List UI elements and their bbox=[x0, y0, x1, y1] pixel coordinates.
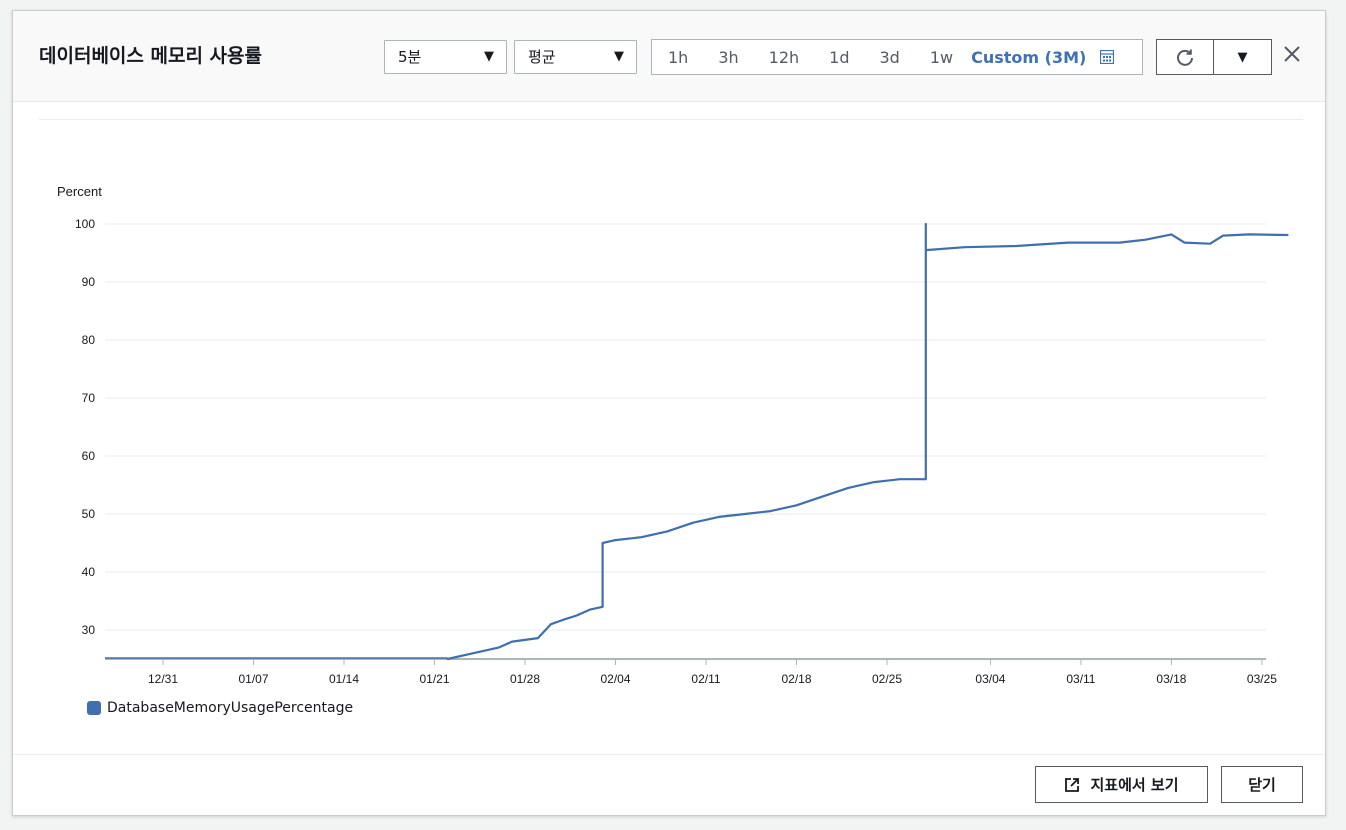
series-point bbox=[511, 640, 513, 643]
y-axis-label: Percent bbox=[57, 184, 102, 199]
close-button[interactable]: 닫기 bbox=[1221, 766, 1303, 803]
view-in-metrics-label: 지표에서 보기 bbox=[1090, 776, 1179, 794]
range-3d[interactable]: 3d bbox=[879, 47, 900, 67]
range-1h[interactable]: 1h bbox=[668, 47, 689, 67]
caret-down-icon: ▼ bbox=[614, 49, 624, 64]
range-3h[interactable]: 3h bbox=[718, 47, 739, 67]
close-icon[interactable] bbox=[1279, 41, 1305, 67]
refresh-icon bbox=[1177, 49, 1193, 66]
dialog-header: 데이터베이스 메모리 사용률 5분 ▼ 평균 ▼ 1h 3h 12h 1d 3d… bbox=[13, 11, 1325, 102]
series-point bbox=[963, 246, 966, 249]
dialog-title: 데이터베이스 메모리 사용률 bbox=[39, 45, 262, 67]
statistic-select[interactable]: 평균 ▼ bbox=[514, 40, 637, 74]
x-tick-label: 02/04 bbox=[600, 672, 630, 686]
y-tick-label: 30 bbox=[82, 623, 96, 637]
series-point bbox=[588, 608, 591, 611]
y-tick-label: 90 bbox=[82, 275, 96, 289]
series-point bbox=[769, 510, 772, 512]
series-point bbox=[1118, 241, 1121, 244]
series-point bbox=[924, 478, 927, 481]
metric-dialog: 데이터베이스 메모리 사용률 5분 ▼ 평균 ▼ 1h 3h 12h 1d 3d… bbox=[12, 10, 1326, 816]
series-point bbox=[601, 605, 604, 608]
series-point bbox=[549, 623, 552, 626]
series-point bbox=[847, 487, 850, 489]
line-chart: Percent 30 40 50 60 70 80 90 100 12/31 01/07 01/1… bbox=[57, 184, 1289, 686]
y-tick-label: 50 bbox=[82, 507, 96, 521]
refresh-options-button[interactable]: ▼ bbox=[1214, 39, 1272, 75]
series-point bbox=[1286, 234, 1289, 236]
series-point bbox=[614, 539, 617, 541]
series-point bbox=[1067, 241, 1069, 244]
chart-legend[interactable]: DatabaseMemoryUsagePercentage bbox=[87, 700, 353, 716]
series-point bbox=[601, 542, 604, 544]
series-point bbox=[640, 536, 643, 539]
x-tick-label: 02/11 bbox=[691, 672, 720, 686]
refresh-button[interactable] bbox=[1156, 39, 1214, 75]
caret-down-icon: ▼ bbox=[484, 49, 494, 64]
x-tick-label: 03/04 bbox=[975, 672, 1005, 686]
series-point bbox=[821, 495, 824, 498]
series-point bbox=[743, 513, 746, 515]
series-point bbox=[446, 658, 449, 660]
series-point bbox=[1222, 234, 1225, 237]
x-tick-label: 03/18 bbox=[1156, 672, 1186, 686]
x-tick-label: 03/11 bbox=[1066, 672, 1095, 686]
period-select-value: 5분 bbox=[398, 48, 422, 66]
series-point bbox=[537, 637, 539, 640]
series-point bbox=[924, 223, 927, 225]
series-point bbox=[1170, 233, 1173, 236]
y-tick-label: 80 bbox=[82, 333, 96, 347]
series-point bbox=[1209, 242, 1212, 245]
external-link-icon bbox=[1065, 777, 1080, 792]
x-tick-label: 01/21 bbox=[419, 672, 449, 686]
range-12h[interactable]: 12h bbox=[768, 47, 800, 67]
calendar-icon[interactable] bbox=[1100, 50, 1115, 64]
range-1d[interactable]: 1d bbox=[829, 47, 850, 67]
series-point bbox=[924, 249, 927, 252]
header-divider bbox=[39, 119, 1303, 120]
y-tick-label: 40 bbox=[82, 565, 96, 579]
x-tick-label: 01/14 bbox=[329, 672, 359, 686]
x-tick-label: 01/07 bbox=[238, 672, 268, 686]
statistic-select-value: 평균 bbox=[528, 48, 556, 66]
series-point bbox=[899, 478, 901, 481]
series-point bbox=[472, 652, 475, 655]
x-tick-label: 03/25 bbox=[1247, 672, 1277, 686]
series-point bbox=[795, 504, 798, 507]
series-point bbox=[1183, 241, 1186, 244]
legend-swatch bbox=[87, 701, 101, 715]
series-line bbox=[447, 222, 1288, 661]
series-point bbox=[562, 618, 565, 621]
range-custom[interactable]: Custom (3M) bbox=[971, 47, 1087, 67]
x-tick-label: 02/18 bbox=[781, 672, 811, 686]
view-in-metrics-button[interactable]: 지표에서 보기 bbox=[1035, 766, 1208, 803]
time-range-selector: 1h 3h 12h 1d 3d 1w Custom (3M) bbox=[651, 39, 1143, 75]
x-tick-label: 12/31 bbox=[148, 672, 178, 686]
series-point bbox=[692, 521, 694, 524]
legend-label: DatabaseMemoryUsagePercentage bbox=[107, 700, 354, 716]
period-select[interactable]: 5분 ▼ bbox=[384, 40, 507, 74]
x-tick-label: 01/28 bbox=[510, 672, 540, 686]
series-point bbox=[873, 481, 875, 483]
y-tick-label: 60 bbox=[82, 449, 96, 463]
footer-divider bbox=[13, 754, 1325, 755]
y-tick-label: 70 bbox=[82, 391, 96, 405]
series-point bbox=[498, 646, 501, 649]
series-point bbox=[718, 516, 720, 518]
close-button-label: 닫기 bbox=[1248, 776, 1276, 794]
series-point bbox=[1015, 245, 1018, 247]
series-point bbox=[666, 530, 669, 533]
series-point bbox=[1248, 233, 1250, 236]
y-tick-label: 100 bbox=[75, 217, 95, 231]
range-1w[interactable]: 1w bbox=[929, 47, 954, 67]
series-point bbox=[1144, 238, 1147, 241]
series-point bbox=[575, 614, 578, 617]
x-tick-label: 02/25 bbox=[872, 672, 902, 686]
caret-down-icon: ▼ bbox=[1237, 49, 1248, 65]
